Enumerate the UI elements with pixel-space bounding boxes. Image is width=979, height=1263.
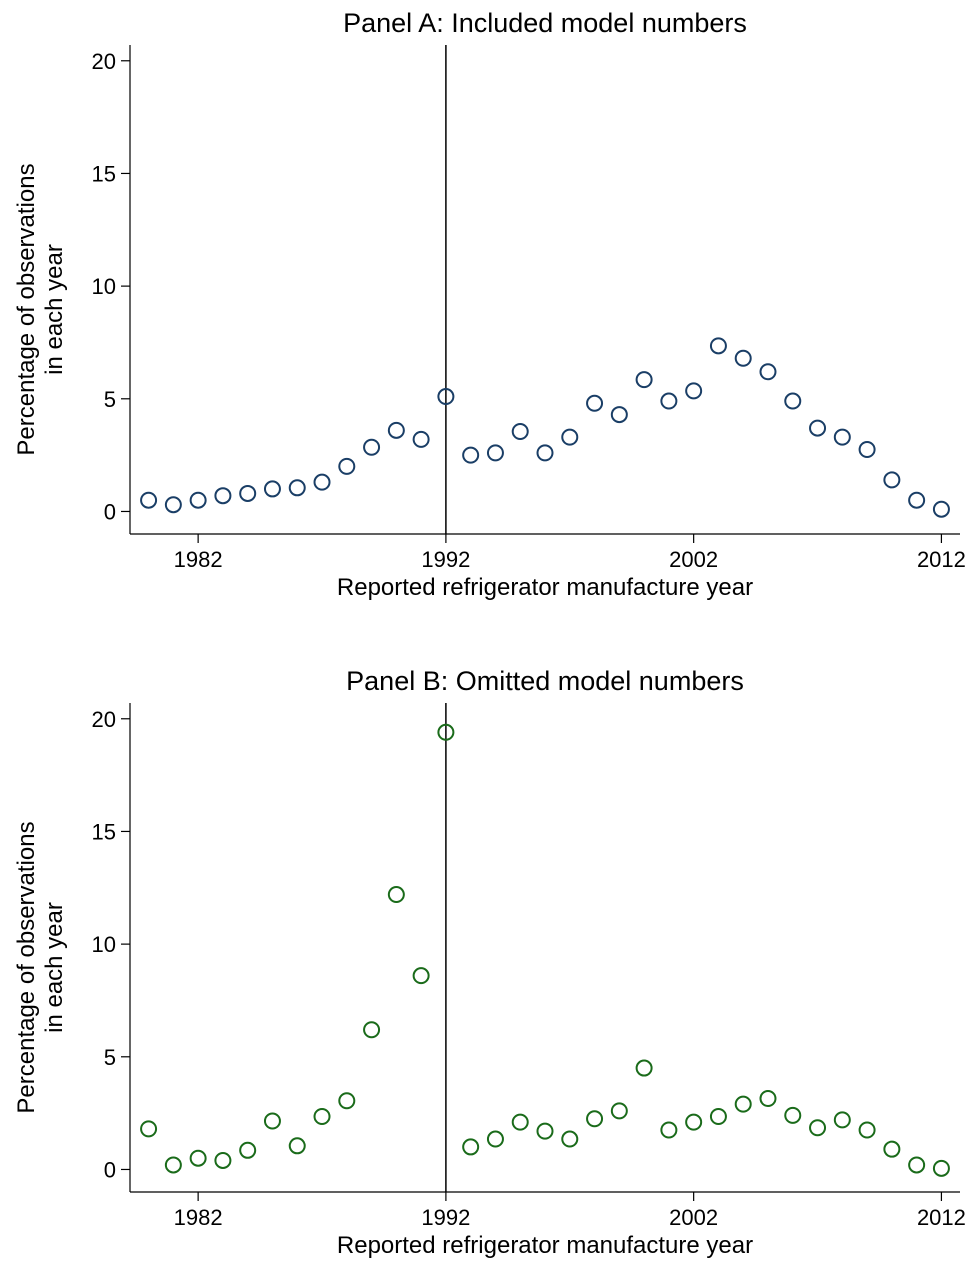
data-point <box>635 1059 653 1077</box>
data-point <box>239 1141 257 1159</box>
data-point <box>759 1089 777 1107</box>
data-point <box>140 1120 158 1138</box>
data-point <box>932 500 950 518</box>
data-point <box>363 438 381 456</box>
data-point <box>734 1095 752 1113</box>
data-point <box>313 473 331 491</box>
data-point <box>363 1021 381 1039</box>
y-tick-label: 15 <box>92 819 116 844</box>
data-point <box>387 421 405 439</box>
y-tick-label: 5 <box>104 1045 116 1070</box>
data-point <box>214 1151 232 1169</box>
data-point <box>883 471 901 489</box>
data-point <box>140 491 158 509</box>
data-point <box>288 479 306 497</box>
data-point <box>338 1092 356 1110</box>
data-point <box>586 1110 604 1128</box>
data-point <box>412 430 430 448</box>
y-tick-label: 5 <box>104 387 116 412</box>
data-point <box>784 392 802 410</box>
data-point <box>189 1149 207 1167</box>
data-point <box>833 1111 851 1129</box>
data-point <box>809 1119 827 1137</box>
y-axis-label: Percentage of observations <box>13 163 40 455</box>
data-point <box>610 1102 628 1120</box>
data-point <box>561 428 579 446</box>
data-point <box>685 382 703 400</box>
data-point <box>908 1156 926 1174</box>
data-point <box>288 1137 306 1155</box>
x-tick-label: 2012 <box>917 1205 966 1230</box>
data-point <box>586 394 604 412</box>
y-tick-label: 0 <box>104 499 116 524</box>
data-point <box>536 1122 554 1140</box>
data-point <box>709 337 727 355</box>
data-point <box>635 371 653 389</box>
data-point <box>685 1113 703 1131</box>
data-point <box>759 363 777 381</box>
data-point <box>338 457 356 475</box>
y-axis-label: in each year <box>41 902 68 1033</box>
x-tick-label: 2012 <box>917 547 966 572</box>
data-point <box>784 1106 802 1124</box>
data-point <box>561 1130 579 1148</box>
data-point <box>189 491 207 509</box>
data-point <box>462 446 480 464</box>
x-tick-label: 1982 <box>174 547 223 572</box>
x-tick-label: 1992 <box>421 1205 470 1230</box>
data-point <box>536 444 554 462</box>
panel-a: Panel A: Included model numbers051015201… <box>13 8 966 601</box>
x-tick-label: 1992 <box>421 547 470 572</box>
data-point <box>883 1140 901 1158</box>
data-point <box>239 484 257 502</box>
data-point <box>486 1130 504 1148</box>
data-point <box>908 491 926 509</box>
data-point <box>709 1108 727 1126</box>
data-point <box>660 392 678 410</box>
data-point <box>164 1156 182 1174</box>
data-point <box>511 1113 529 1131</box>
y-tick-label: 20 <box>92 49 116 74</box>
data-point <box>833 428 851 446</box>
y-tick-label: 20 <box>92 707 116 732</box>
data-point <box>263 1112 281 1130</box>
data-point <box>486 444 504 462</box>
x-tick-label: 2002 <box>669 1205 718 1230</box>
data-point <box>164 496 182 514</box>
data-point <box>263 480 281 498</box>
x-tick-label: 2002 <box>669 547 718 572</box>
chart-title: Panel B: Omitted model numbers <box>346 666 744 696</box>
data-point <box>511 422 529 440</box>
data-point <box>462 1138 480 1156</box>
y-tick-label: 15 <box>92 161 116 186</box>
data-point <box>313 1108 331 1126</box>
x-axis-label: Reported refrigerator manufacture year <box>337 1232 753 1259</box>
data-point <box>734 349 752 367</box>
y-tick-label: 10 <box>92 932 116 957</box>
data-point <box>809 419 827 437</box>
data-point <box>387 886 405 904</box>
y-axis-label: Percentage of observations <box>13 821 40 1113</box>
chart-title: Panel A: Included model numbers <box>343 8 747 38</box>
data-point <box>858 440 876 458</box>
data-point <box>437 388 455 406</box>
data-point <box>660 1121 678 1139</box>
data-point <box>437 723 455 741</box>
y-tick-label: 0 <box>104 1157 116 1182</box>
x-tick-label: 1982 <box>174 1205 223 1230</box>
panel-b: Panel B: Omitted model numbers 0 5 10 15 20 19… <box>13 666 966 1259</box>
x-axis-label: Reported refrigerator manufacture year <box>337 574 753 601</box>
data-point <box>412 967 430 985</box>
data-point <box>214 487 232 505</box>
data-point <box>858 1121 876 1139</box>
data-point <box>932 1159 950 1177</box>
data-point <box>610 406 628 424</box>
y-axis-label: in each year <box>41 244 68 375</box>
y-tick-label: 10 <box>92 274 116 299</box>
